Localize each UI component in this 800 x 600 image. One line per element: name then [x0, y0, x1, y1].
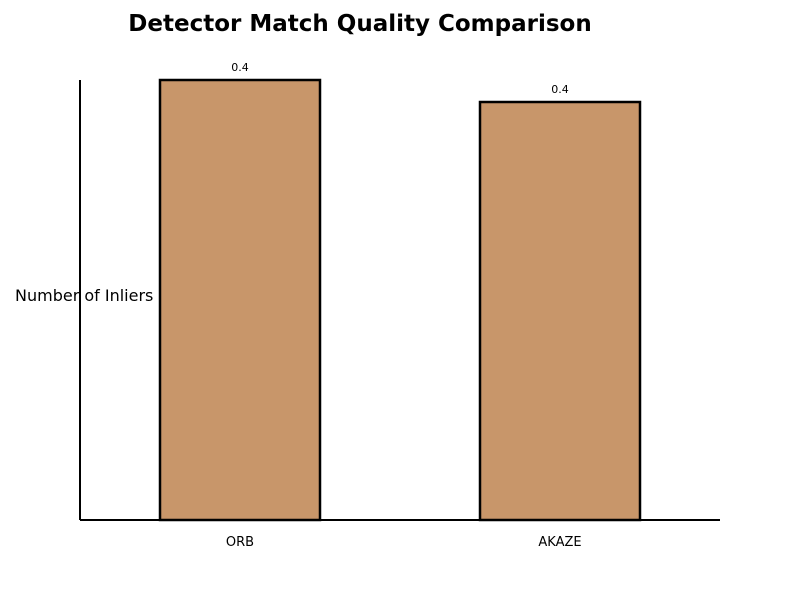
data-label-orb: 0.4	[231, 61, 249, 74]
bar-akaze	[478, 100, 642, 522]
x-tick-label-akaze: AKAZE	[538, 535, 581, 550]
data-label-akaze: 0.4	[551, 83, 569, 96]
y-axis-label: Number of Inliers	[15, 286, 153, 305]
bar-orb	[158, 78, 322, 522]
bars-group: 0.4 ORB 0.4 AKAZE	[158, 61, 642, 550]
x-tick-label-orb: ORB	[226, 535, 254, 550]
chart-title: Detector Match Quality Comparison	[128, 11, 591, 37]
